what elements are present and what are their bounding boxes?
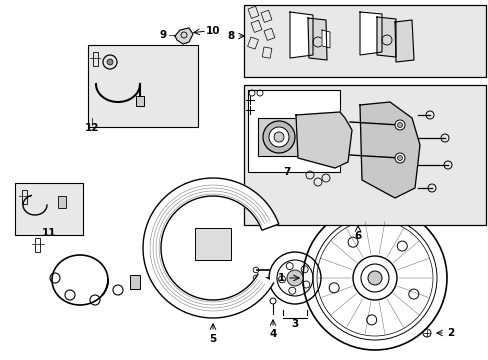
Circle shape <box>263 121 294 153</box>
Bar <box>136 96 143 106</box>
Polygon shape <box>295 112 351 168</box>
Polygon shape <box>376 17 395 57</box>
Circle shape <box>397 122 402 127</box>
Polygon shape <box>289 12 312 58</box>
Circle shape <box>273 132 284 142</box>
Bar <box>35 238 40 252</box>
Bar <box>244 5 485 77</box>
Circle shape <box>394 120 404 130</box>
Circle shape <box>107 59 113 65</box>
Text: 2: 2 <box>447 328 454 338</box>
Bar <box>15 183 83 235</box>
Circle shape <box>394 153 404 163</box>
Bar <box>261 12 270 23</box>
Polygon shape <box>307 18 326 60</box>
Bar <box>260 47 271 59</box>
Text: 7: 7 <box>283 167 290 177</box>
Polygon shape <box>359 12 381 55</box>
Text: 3: 3 <box>291 319 298 329</box>
Circle shape <box>367 271 381 285</box>
Text: 4: 4 <box>269 329 276 339</box>
Bar <box>247 90 339 172</box>
Text: 1: 1 <box>277 273 284 283</box>
Bar <box>258 118 299 156</box>
Text: 6: 6 <box>354 231 361 241</box>
Polygon shape <box>321 30 329 48</box>
Circle shape <box>397 156 402 161</box>
Text: 9: 9 <box>159 30 166 40</box>
Polygon shape <box>394 20 413 62</box>
Polygon shape <box>359 102 419 198</box>
Circle shape <box>268 127 288 147</box>
Polygon shape <box>142 178 278 318</box>
Text: 12: 12 <box>84 123 99 133</box>
Bar <box>58 196 66 208</box>
Bar <box>195 228 230 260</box>
Bar <box>244 85 485 225</box>
Text: 8: 8 <box>227 31 234 41</box>
Text: 11: 11 <box>41 228 56 238</box>
Bar <box>247 8 257 19</box>
Bar <box>249 23 258 34</box>
Bar <box>262 31 271 42</box>
Text: 5: 5 <box>209 334 216 344</box>
Bar <box>250 34 262 46</box>
Bar <box>88 45 198 127</box>
Bar <box>93 52 98 66</box>
Bar <box>130 275 140 289</box>
Circle shape <box>286 270 303 286</box>
Text: 10: 10 <box>205 26 220 36</box>
Polygon shape <box>175 28 193 44</box>
Bar <box>22 190 27 204</box>
